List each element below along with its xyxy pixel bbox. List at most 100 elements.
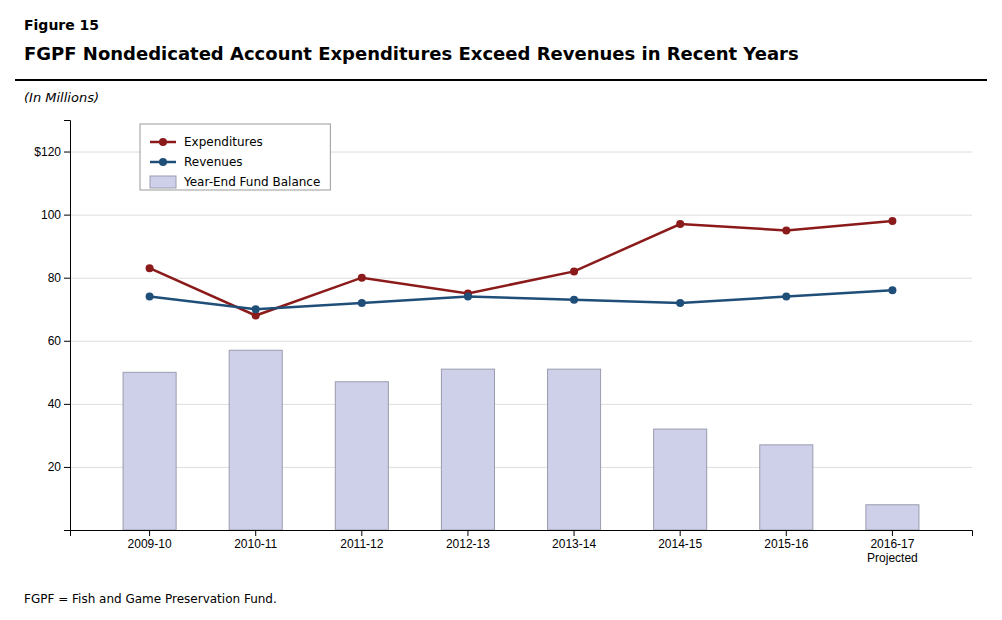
y-tick-mark xyxy=(64,530,70,531)
marker xyxy=(464,293,472,301)
line xyxy=(150,221,893,316)
y-tick: 40 xyxy=(48,397,70,411)
y-tick-mark xyxy=(64,278,70,279)
grid-tick xyxy=(70,467,972,468)
x-tick-label: 2013-14 xyxy=(552,537,596,551)
grid-line xyxy=(70,341,972,342)
bar xyxy=(123,372,176,530)
x-tick: 2015-16 xyxy=(764,530,808,551)
grid-tick xyxy=(70,341,972,342)
grid-line xyxy=(70,467,972,468)
x-tick-mark xyxy=(361,530,362,536)
legend-label: Year-End Fund Balance xyxy=(183,175,320,189)
grid-tick xyxy=(70,215,972,216)
y-axis-line xyxy=(64,121,71,531)
x-tick: 2011-12 xyxy=(340,530,383,551)
y-tick-label: $120 xyxy=(34,145,61,159)
legend-swatch xyxy=(150,176,176,188)
grid-line xyxy=(70,404,972,405)
grid-tick xyxy=(70,404,972,405)
marker xyxy=(146,264,154,272)
y-tick xyxy=(64,530,70,531)
y-tick: $120 xyxy=(34,145,70,159)
legend: Expenditures Revenues Year-End Fund Balanc… xyxy=(140,124,330,190)
x-tick-label: 2011-12 xyxy=(340,537,383,551)
x-tick-label: 2015-16 xyxy=(764,537,808,551)
bar xyxy=(760,445,813,530)
x-tick-label: 2012-13 xyxy=(446,537,490,551)
divider xyxy=(15,79,987,81)
x-axis-line xyxy=(71,531,973,537)
grid-line xyxy=(70,215,972,216)
legend-marker xyxy=(159,158,167,166)
marker xyxy=(782,226,790,234)
y-tick-label: 40 xyxy=(48,397,62,411)
marker xyxy=(782,293,790,301)
marker xyxy=(888,217,896,225)
marker xyxy=(888,286,896,294)
y-tick: 80 xyxy=(48,271,70,285)
x-tick-label: 2010-11 xyxy=(234,537,277,551)
legend-item: Revenues xyxy=(150,155,243,169)
y-tick-mark xyxy=(64,341,70,342)
subtitle: (In Millions) xyxy=(24,90,99,105)
y-tick: 60 xyxy=(48,334,70,348)
title: FGPF Nondedicated Account Expenditures E… xyxy=(24,43,799,64)
y-tick: 20 xyxy=(48,460,70,474)
x-tick-label: 2014-15 xyxy=(658,537,702,551)
x-tick-mark xyxy=(892,530,893,536)
x-tick-mark xyxy=(786,530,787,536)
y-tick-label: 60 xyxy=(48,334,62,348)
grid xyxy=(70,152,972,530)
bar xyxy=(654,429,707,530)
marker xyxy=(146,293,154,301)
legend-item: Year-End Fund Balance xyxy=(150,175,320,189)
x-tick-mark xyxy=(255,530,256,536)
marker xyxy=(358,274,366,282)
footnote: FGPF = Fish and Game Preservation Fund. xyxy=(24,592,277,606)
legend-item: Expenditures xyxy=(150,135,263,149)
bar xyxy=(229,350,282,530)
x-tick-mark xyxy=(149,530,150,536)
marker xyxy=(570,267,578,275)
legend-box xyxy=(140,124,330,190)
markers xyxy=(146,286,897,313)
marker xyxy=(676,220,684,228)
marker xyxy=(676,299,684,307)
bar xyxy=(441,369,494,530)
bars xyxy=(123,350,919,530)
x-tick-label: 2009-10 xyxy=(128,537,172,551)
x-tick: 2012-13 xyxy=(446,530,490,551)
marker xyxy=(358,299,366,307)
y-tick-mark xyxy=(64,215,70,216)
y-tick-label: 100 xyxy=(41,208,61,222)
plot: 2009-10 2010-11 2011-12 2012-13 2013-14 2014-… xyxy=(34,121,972,565)
marker xyxy=(570,296,578,304)
x-tick-mark xyxy=(467,530,468,536)
x-tick: 2010-11 xyxy=(234,530,277,551)
y-tick-mark xyxy=(64,467,70,468)
chart: Figure 15 FGPF Nondedicated Account Expen… xyxy=(0,0,1002,620)
x-tick: 2009-10 xyxy=(128,530,172,551)
y-tick-mark xyxy=(64,152,70,153)
figure-label: Figure 15 xyxy=(24,17,99,33)
y-tick-mark xyxy=(64,404,70,405)
x-tick: 2013-14 xyxy=(552,530,596,551)
x-axis: 2009-10 2010-11 2011-12 2012-13 2013-14 2014-… xyxy=(71,530,973,565)
line xyxy=(150,290,893,309)
x-tick-mark xyxy=(574,530,575,536)
grid-tick xyxy=(70,278,972,279)
y-tick-label: 20 xyxy=(48,460,62,474)
y-tick-label: 80 xyxy=(48,271,62,285)
bar xyxy=(335,382,388,530)
markers xyxy=(146,217,897,320)
y-tick: 100 xyxy=(41,208,70,222)
x-tick: 2016-17Projected xyxy=(867,530,918,565)
legend-label: Revenues xyxy=(184,155,243,169)
marker xyxy=(252,305,260,313)
legend-marker xyxy=(159,138,167,146)
x-tick: 2014-15 xyxy=(658,530,702,551)
grid-line xyxy=(70,278,972,279)
bar xyxy=(866,505,919,530)
legend-label: Expenditures xyxy=(184,135,263,149)
